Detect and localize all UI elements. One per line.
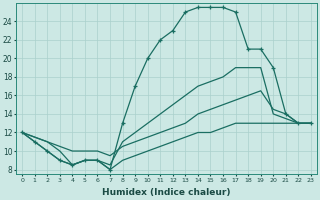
X-axis label: Humidex (Indice chaleur): Humidex (Indice chaleur) <box>102 188 231 197</box>
